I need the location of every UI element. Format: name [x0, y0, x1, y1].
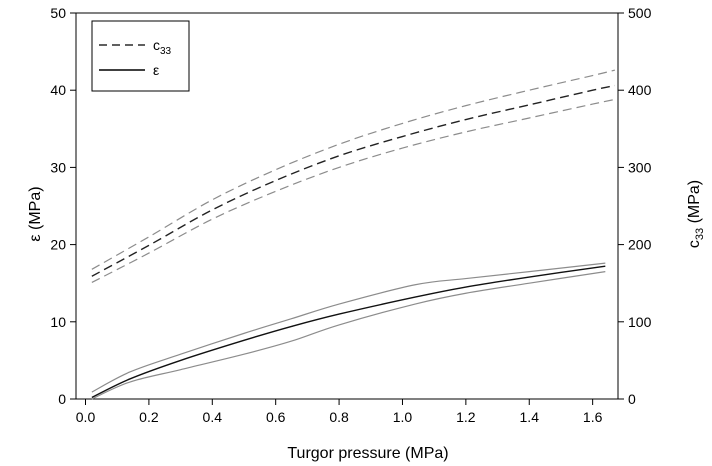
- y-axis-right-title: c33 (MPa): [686, 180, 706, 248]
- y2-tick-label: 200: [628, 237, 652, 253]
- y-tick-label: 50: [50, 5, 66, 21]
- series-line-epsilon-mean: [91, 265, 606, 399]
- legend-label-epsilon: ε: [153, 62, 159, 78]
- plot-area-frame: [75, 12, 619, 400]
- y-tick-label: 30: [50, 159, 66, 175]
- x-axis: 0.0 0.2 0.4 0.6 0.8 1.0 1.2 1.4 1.6: [76, 399, 603, 425]
- legend-label-c33-sub: 33: [160, 46, 172, 57]
- y2-tick-label: 500: [628, 5, 652, 21]
- y-axis-right-title-main: c: [686, 240, 703, 248]
- x-tick-label: 1.0: [393, 409, 413, 425]
- legend-label-epsilon-main: ε: [153, 62, 159, 78]
- series-line-c33-mean: [91, 84, 615, 277]
- legend-label-c33-main: c: [153, 37, 160, 53]
- legend: c33 ε: [91, 20, 190, 92]
- x-tick-label: 0.0: [76, 409, 96, 425]
- y2-tick-label: 400: [628, 82, 652, 98]
- x-axis-title: Turgor pressure (MPa): [287, 445, 448, 462]
- series-line-c33-upper: [91, 69, 615, 270]
- x-tick-label: 0.6: [266, 409, 286, 425]
- series-line-epsilon-upper: [91, 262, 606, 393]
- x-tick-label: 1.2: [456, 409, 476, 425]
- x-tick-label: 0.4: [203, 409, 223, 425]
- legend-label-c33: c33: [153, 37, 172, 57]
- x-tick-label: 0.2: [139, 409, 159, 425]
- series-layer: [91, 69, 615, 400]
- y2-tick-label: 300: [628, 159, 652, 175]
- y-axis-right: 0 100 200 300 400 500: [618, 5, 652, 407]
- x-tick-label: 0.8: [329, 409, 349, 425]
- y2-tick-label: 0: [628, 391, 636, 407]
- y-axis-right-title-suffix: (MPa): [686, 180, 703, 228]
- x-tick-label: 1.4: [520, 409, 540, 425]
- y-axis-right-title-sub: 33: [694, 228, 706, 240]
- x-tick-label: 1.6: [583, 409, 603, 425]
- series-line-epsilon-lower: [91, 271, 606, 400]
- y-tick-label: 10: [50, 314, 66, 330]
- y-axis-left-title: ε (MPa): [27, 186, 44, 241]
- y-tick-label: 20: [50, 237, 66, 253]
- legend-box: [91, 20, 190, 92]
- y-tick-label: 0: [58, 391, 66, 407]
- series-line-c33-lower: [91, 98, 615, 283]
- y-axis-left: 0 10 20 30 40 50: [50, 5, 76, 407]
- y2-tick-label: 100: [628, 314, 652, 330]
- y-tick-label: 40: [50, 82, 66, 98]
